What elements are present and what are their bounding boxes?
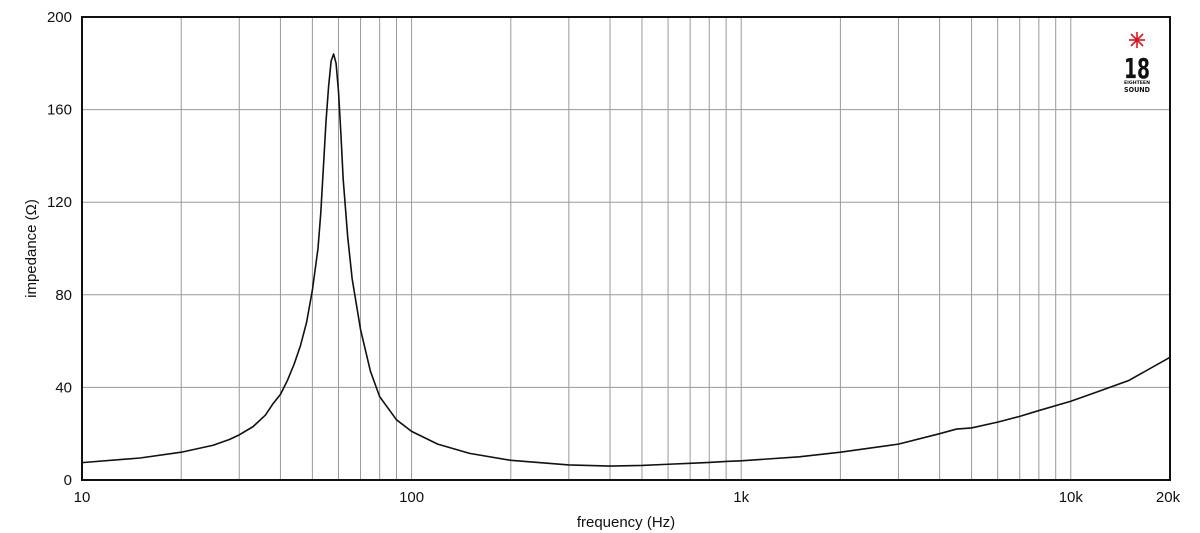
x-tick-label: 10: [74, 489, 91, 506]
x-tick-label: 20k: [1156, 489, 1181, 506]
y-tick-label: 80: [55, 287, 72, 304]
plot-frame: [81, 16, 1171, 481]
impedance-curve: [81, 53, 1171, 467]
y-axis-title: impedance (Ω): [23, 199, 40, 298]
x-axis-title: frequency (Hz): [577, 514, 675, 531]
logo-text-line1: EIGHTEEN: [1124, 80, 1150, 85]
y-tick-label: 160: [47, 102, 72, 119]
x-tick-labels: 10 100 1k 10k 20k: [74, 489, 1181, 506]
x-tick-label: 10k: [1059, 489, 1084, 506]
brand-logo: 18 EIGHTEEN SOUND: [1124, 32, 1150, 94]
y-tick-label: 0: [64, 472, 72, 489]
red-star-icon: [1129, 32, 1145, 48]
x-gridlines: [180, 17, 1072, 480]
y-gridlines: [82, 109, 1170, 388]
x-tick-label: 100: [399, 489, 424, 506]
y-tick-label: 120: [47, 194, 72, 211]
series-layer: [81, 53, 1171, 467]
y-tick-labels: 0 40 80 120 160 200: [47, 9, 72, 489]
logo-text-line2: SOUND: [1124, 86, 1150, 94]
y-tick-label: 200: [47, 9, 72, 26]
y-tick-label: 40: [55, 379, 72, 396]
logo-number: 18: [1124, 52, 1150, 85]
x-tick-label: 1k: [733, 489, 749, 506]
